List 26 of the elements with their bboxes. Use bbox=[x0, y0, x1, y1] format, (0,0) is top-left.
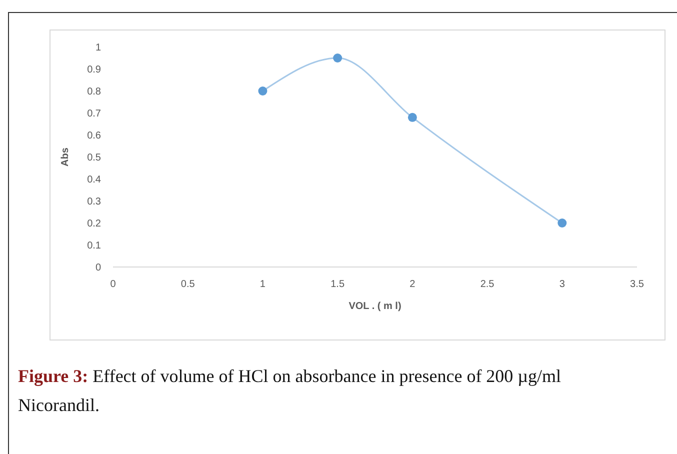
y-tick-label: 0.5 bbox=[87, 152, 102, 164]
y-tick-label: 0.3 bbox=[87, 196, 102, 208]
x-tick-label: 3.5 bbox=[630, 279, 644, 290]
point bbox=[558, 218, 567, 228]
y-tick-label: 0.4 bbox=[87, 174, 102, 186]
x-axis-title: VOL . ( m l) bbox=[348, 301, 402, 312]
y-tick-label: 0.2 bbox=[87, 218, 102, 230]
point bbox=[258, 86, 268, 96]
y-tick-label: 0.6 bbox=[87, 130, 102, 142]
caption: Figure 3: Effect of volume of HCl on absorbance in presence of 200 µg/ml Nicorandil. bbox=[18, 366, 562, 415]
point bbox=[333, 54, 342, 62]
x-tick-label: 1 bbox=[260, 279, 266, 290]
y-tick-label: 0.9 bbox=[87, 64, 102, 76]
x-tick-label: 1.5 bbox=[330, 279, 345, 290]
y-tick-label: 0.1 bbox=[87, 240, 102, 252]
y-tick-label: 1 bbox=[95, 42, 102, 54]
x-tick-label: 2 bbox=[410, 279, 416, 290]
y-tick-label: 0.8 bbox=[87, 86, 102, 98]
x-tick-label: 0.5 bbox=[180, 279, 196, 290]
x-tick-label: 3 bbox=[559, 279, 566, 290]
y-tick-label: 0.7 bbox=[87, 108, 102, 120]
y-tick-label: 0 bbox=[95, 262, 102, 274]
x-tick-label: 2.5 bbox=[480, 279, 495, 290]
x-tick-label: 0 bbox=[110, 279, 116, 290]
y-axis-title: Abs bbox=[60, 147, 71, 166]
point bbox=[408, 112, 417, 122]
